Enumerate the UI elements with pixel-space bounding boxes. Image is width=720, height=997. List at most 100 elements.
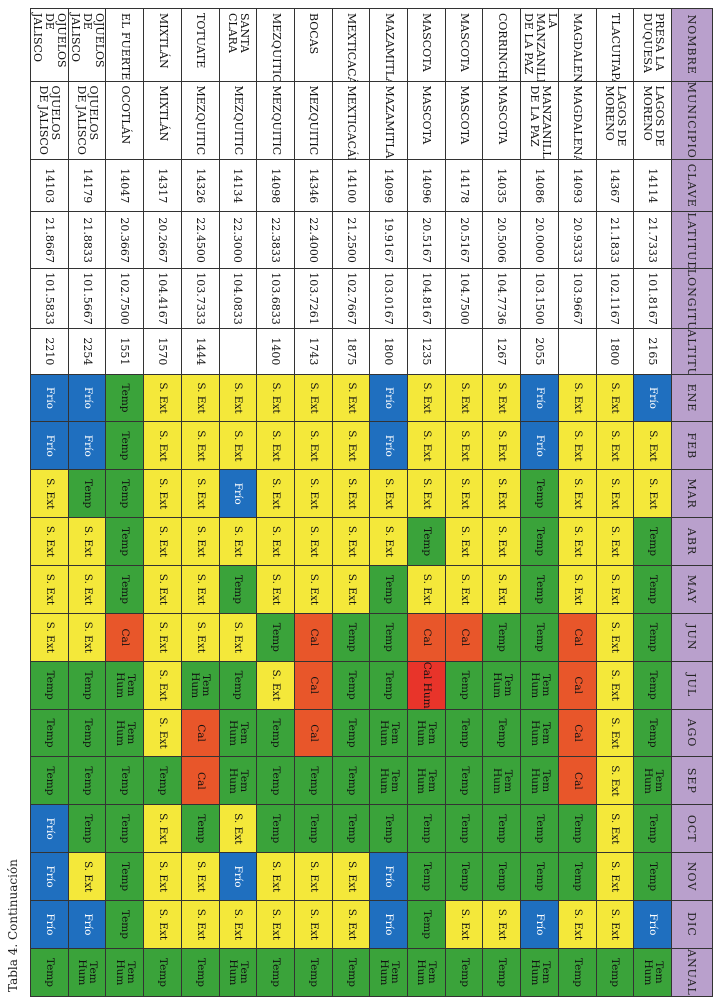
cell-longitud: 103.6833 xyxy=(256,268,295,329)
cell-oct: S. Ext xyxy=(596,804,634,853)
cell-jul: Cal Hum xyxy=(407,661,446,710)
cell-dic: S. Ext xyxy=(445,900,483,949)
cell-longitud: 103.7333 xyxy=(181,268,220,329)
cell-feb: S. Ext xyxy=(219,421,257,470)
cell-anual: Temp xyxy=(143,948,182,997)
cell-nombre: MASCOTA xyxy=(445,8,483,82)
cell-jun: Cal xyxy=(558,613,597,662)
cell-jun: S. Ext xyxy=(219,613,257,662)
cell-clave: 14178 xyxy=(445,159,483,212)
table-row: CORRINCHIS MASCOTA 14035 20.5006 104.7736 126… xyxy=(482,8,521,997)
cell-longitud: 104.0833 xyxy=(219,268,257,329)
cell-nombre: SANTA CLARA xyxy=(219,8,257,82)
cell-sep: Tem Hum xyxy=(369,756,408,805)
cell-oct: Temp xyxy=(181,804,220,853)
cell-may: S. Ext xyxy=(332,565,370,614)
cell-ago: S. Ext xyxy=(143,709,182,757)
cell-nov: S. Ext xyxy=(332,852,370,901)
cell-longitud: 101.5833 xyxy=(30,268,69,329)
header-abr: ABR xyxy=(671,517,713,566)
cell-ene: Temp xyxy=(105,374,144,422)
cell-altitud: 1875 xyxy=(332,328,370,375)
header-jul: JUL xyxy=(671,661,713,710)
cell-sep: Temp xyxy=(445,756,483,805)
cell-jul: Cal xyxy=(294,661,333,710)
cell-sep: Tem Hum xyxy=(520,756,559,805)
cell-feb: S. Ext xyxy=(558,421,597,470)
cell-latitud: 21.7333 xyxy=(633,211,672,269)
cell-municipio: MEXTICACÁN xyxy=(332,81,370,160)
cell-dic: S. Ext xyxy=(294,900,333,949)
cell-sep: Temp xyxy=(332,756,370,805)
cell-jun: Temp xyxy=(633,613,672,662)
cell-abr: Temp xyxy=(633,517,672,566)
cell-mar: S. Ext xyxy=(445,469,483,518)
cell-municipio: MEZQUITIC xyxy=(294,81,333,160)
cell-latitud: 20.5167 xyxy=(407,211,446,269)
cell-dic: Temp xyxy=(105,900,144,949)
cell-clave: 14096 xyxy=(407,159,446,212)
cell-anual: Tem Hum xyxy=(68,948,106,997)
cell-clave: 14367 xyxy=(596,159,634,212)
cell-mar: S. Ext xyxy=(256,469,295,518)
cell-nov: Temp xyxy=(482,852,521,901)
cell-jul: Tem Hum xyxy=(520,661,559,710)
cell-mar: S. Ext xyxy=(407,469,446,518)
cell-clave: 14346 xyxy=(294,159,333,212)
cell-longitud: 102.7500 xyxy=(105,268,144,329)
cell-oct: Temp xyxy=(520,804,559,853)
cell-abr: S. Ext xyxy=(256,517,295,566)
header-longitud: LONGITUD xyxy=(671,268,713,329)
cell-dic: S. Ext xyxy=(181,900,220,949)
cell-dic: S. Ext xyxy=(596,900,634,949)
cell-latitud: 21.8667 xyxy=(30,211,69,269)
cell-altitud: 2210 xyxy=(30,328,69,375)
header-municipio: MUNICIPIO xyxy=(671,81,713,160)
cell-feb: S. Ext xyxy=(143,421,182,470)
cell-mar: S. Ext xyxy=(143,469,182,518)
cell-may: S. Ext xyxy=(181,565,220,614)
cell-longitud: 103.9667 xyxy=(558,268,597,329)
cell-ene: S. Ext xyxy=(596,374,634,422)
cell-mar: Frío xyxy=(219,469,257,518)
cell-jun: Cal xyxy=(105,613,144,662)
cell-mar: S. Ext xyxy=(294,469,333,518)
cell-ago: Tem Hum xyxy=(520,709,559,757)
header-clave: CLAVE xyxy=(671,159,713,212)
cell-nov: Temp xyxy=(633,852,672,901)
cell-anual: Tem Hum xyxy=(369,948,408,997)
cell-altitud: 1800 xyxy=(369,328,408,375)
cell-jul: S. Ext xyxy=(256,661,295,710)
cell-sep: Temp xyxy=(294,756,333,805)
cell-feb: S. Ext xyxy=(596,421,634,470)
cell-ago: Temp xyxy=(482,709,521,757)
cell-abr: S. Ext xyxy=(482,517,521,566)
cell-abr: S. Ext xyxy=(558,517,597,566)
cell-latitud: 22.4000 xyxy=(294,211,333,269)
cell-mar: S. Ext xyxy=(332,469,370,518)
cell-sep: Temp xyxy=(68,756,106,805)
cell-ago: Temp xyxy=(30,709,69,757)
header-feb: FEB xyxy=(671,421,713,470)
cell-anual: Tem Hum xyxy=(219,948,257,997)
cell-jul: Temp xyxy=(30,661,69,710)
cell-mar: S. Ext xyxy=(633,469,672,518)
cell-latitud: 20.5167 xyxy=(445,211,483,269)
cell-nombre: LA MANZANILLA DE LA PAZ xyxy=(520,8,559,82)
cell-altitud: 1551 xyxy=(105,328,144,375)
cell-longitud: 104.8167 xyxy=(407,268,446,329)
header-anual: ANUAL xyxy=(671,948,713,997)
cell-municipio: MANZANILLA DE LA PAZ xyxy=(520,81,559,160)
cell-abr: Temp xyxy=(105,517,144,566)
cell-municipio: MAGDALENA xyxy=(558,81,597,160)
cell-abr: S. Ext xyxy=(332,517,370,566)
cell-longitud: 104.4167 xyxy=(143,268,182,329)
cell-oct: Temp xyxy=(294,804,333,853)
table-row: TLACUITAPAN LAGOS DE MORENO 14367 21.1833 10… xyxy=(596,8,634,997)
cell-jun: S. Ext xyxy=(181,613,220,662)
cell-clave: 14100 xyxy=(332,159,370,212)
cell-mar: S. Ext xyxy=(369,469,408,518)
cell-nov: Temp xyxy=(105,852,144,901)
cell-nombre: MASCOTA xyxy=(407,8,446,82)
cell-jul: Tem Hum xyxy=(105,661,144,710)
